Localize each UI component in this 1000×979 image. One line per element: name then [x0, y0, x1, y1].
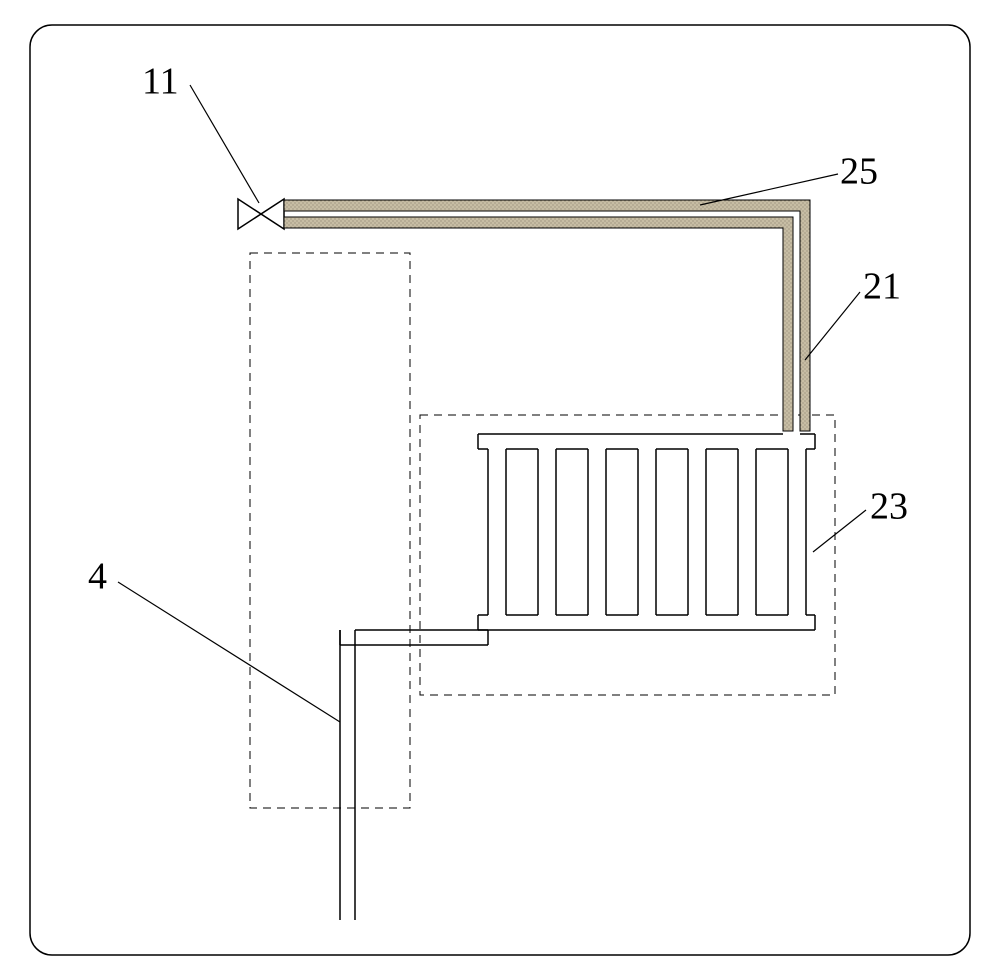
leader-line-4 [118, 582, 340, 722]
leader-line-11 [190, 85, 259, 203]
label-23: 23 [870, 486, 908, 528]
diagram-svg: 11 25 21 23 4 [0, 0, 1000, 979]
leader-line-23 [813, 510, 866, 552]
right-dashed-box [420, 415, 835, 695]
label-11: 11 [142, 61, 179, 103]
label-4: 4 [88, 556, 107, 598]
valve-icon [238, 199, 284, 229]
leader-line-21 [805, 292, 860, 360]
outer-frame [30, 25, 970, 955]
heated-pipe-outer [284, 200, 810, 431]
label-25: 25 [840, 151, 878, 193]
label-21: 21 [863, 266, 901, 308]
heated-pipe-inner [284, 217, 793, 431]
left-dashed-box [250, 253, 410, 808]
